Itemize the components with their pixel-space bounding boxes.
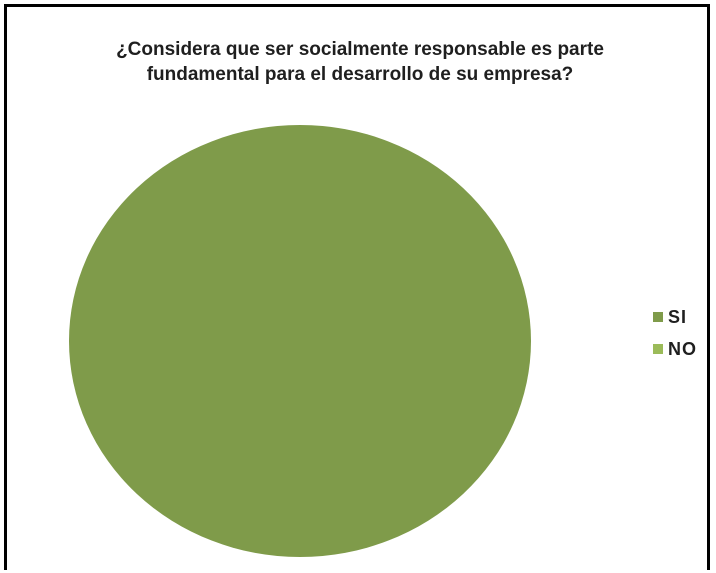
chart-frame: ¿Considera que ser socialmente responsab…	[4, 4, 710, 570]
legend-item-no: NO	[653, 338, 697, 360]
legend-label-si: SI	[668, 306, 688, 327]
legend-swatch-no	[653, 344, 663, 354]
legend-item-si: SI	[653, 306, 697, 328]
pie-chart	[69, 125, 531, 557]
pie-slice-si	[69, 125, 531, 557]
legend: SI NO	[653, 306, 697, 370]
legend-label-no: NO	[668, 338, 697, 359]
chart-title: ¿Considera que ser socialmente responsab…	[116, 39, 604, 85]
legend-swatch-si	[653, 312, 663, 322]
